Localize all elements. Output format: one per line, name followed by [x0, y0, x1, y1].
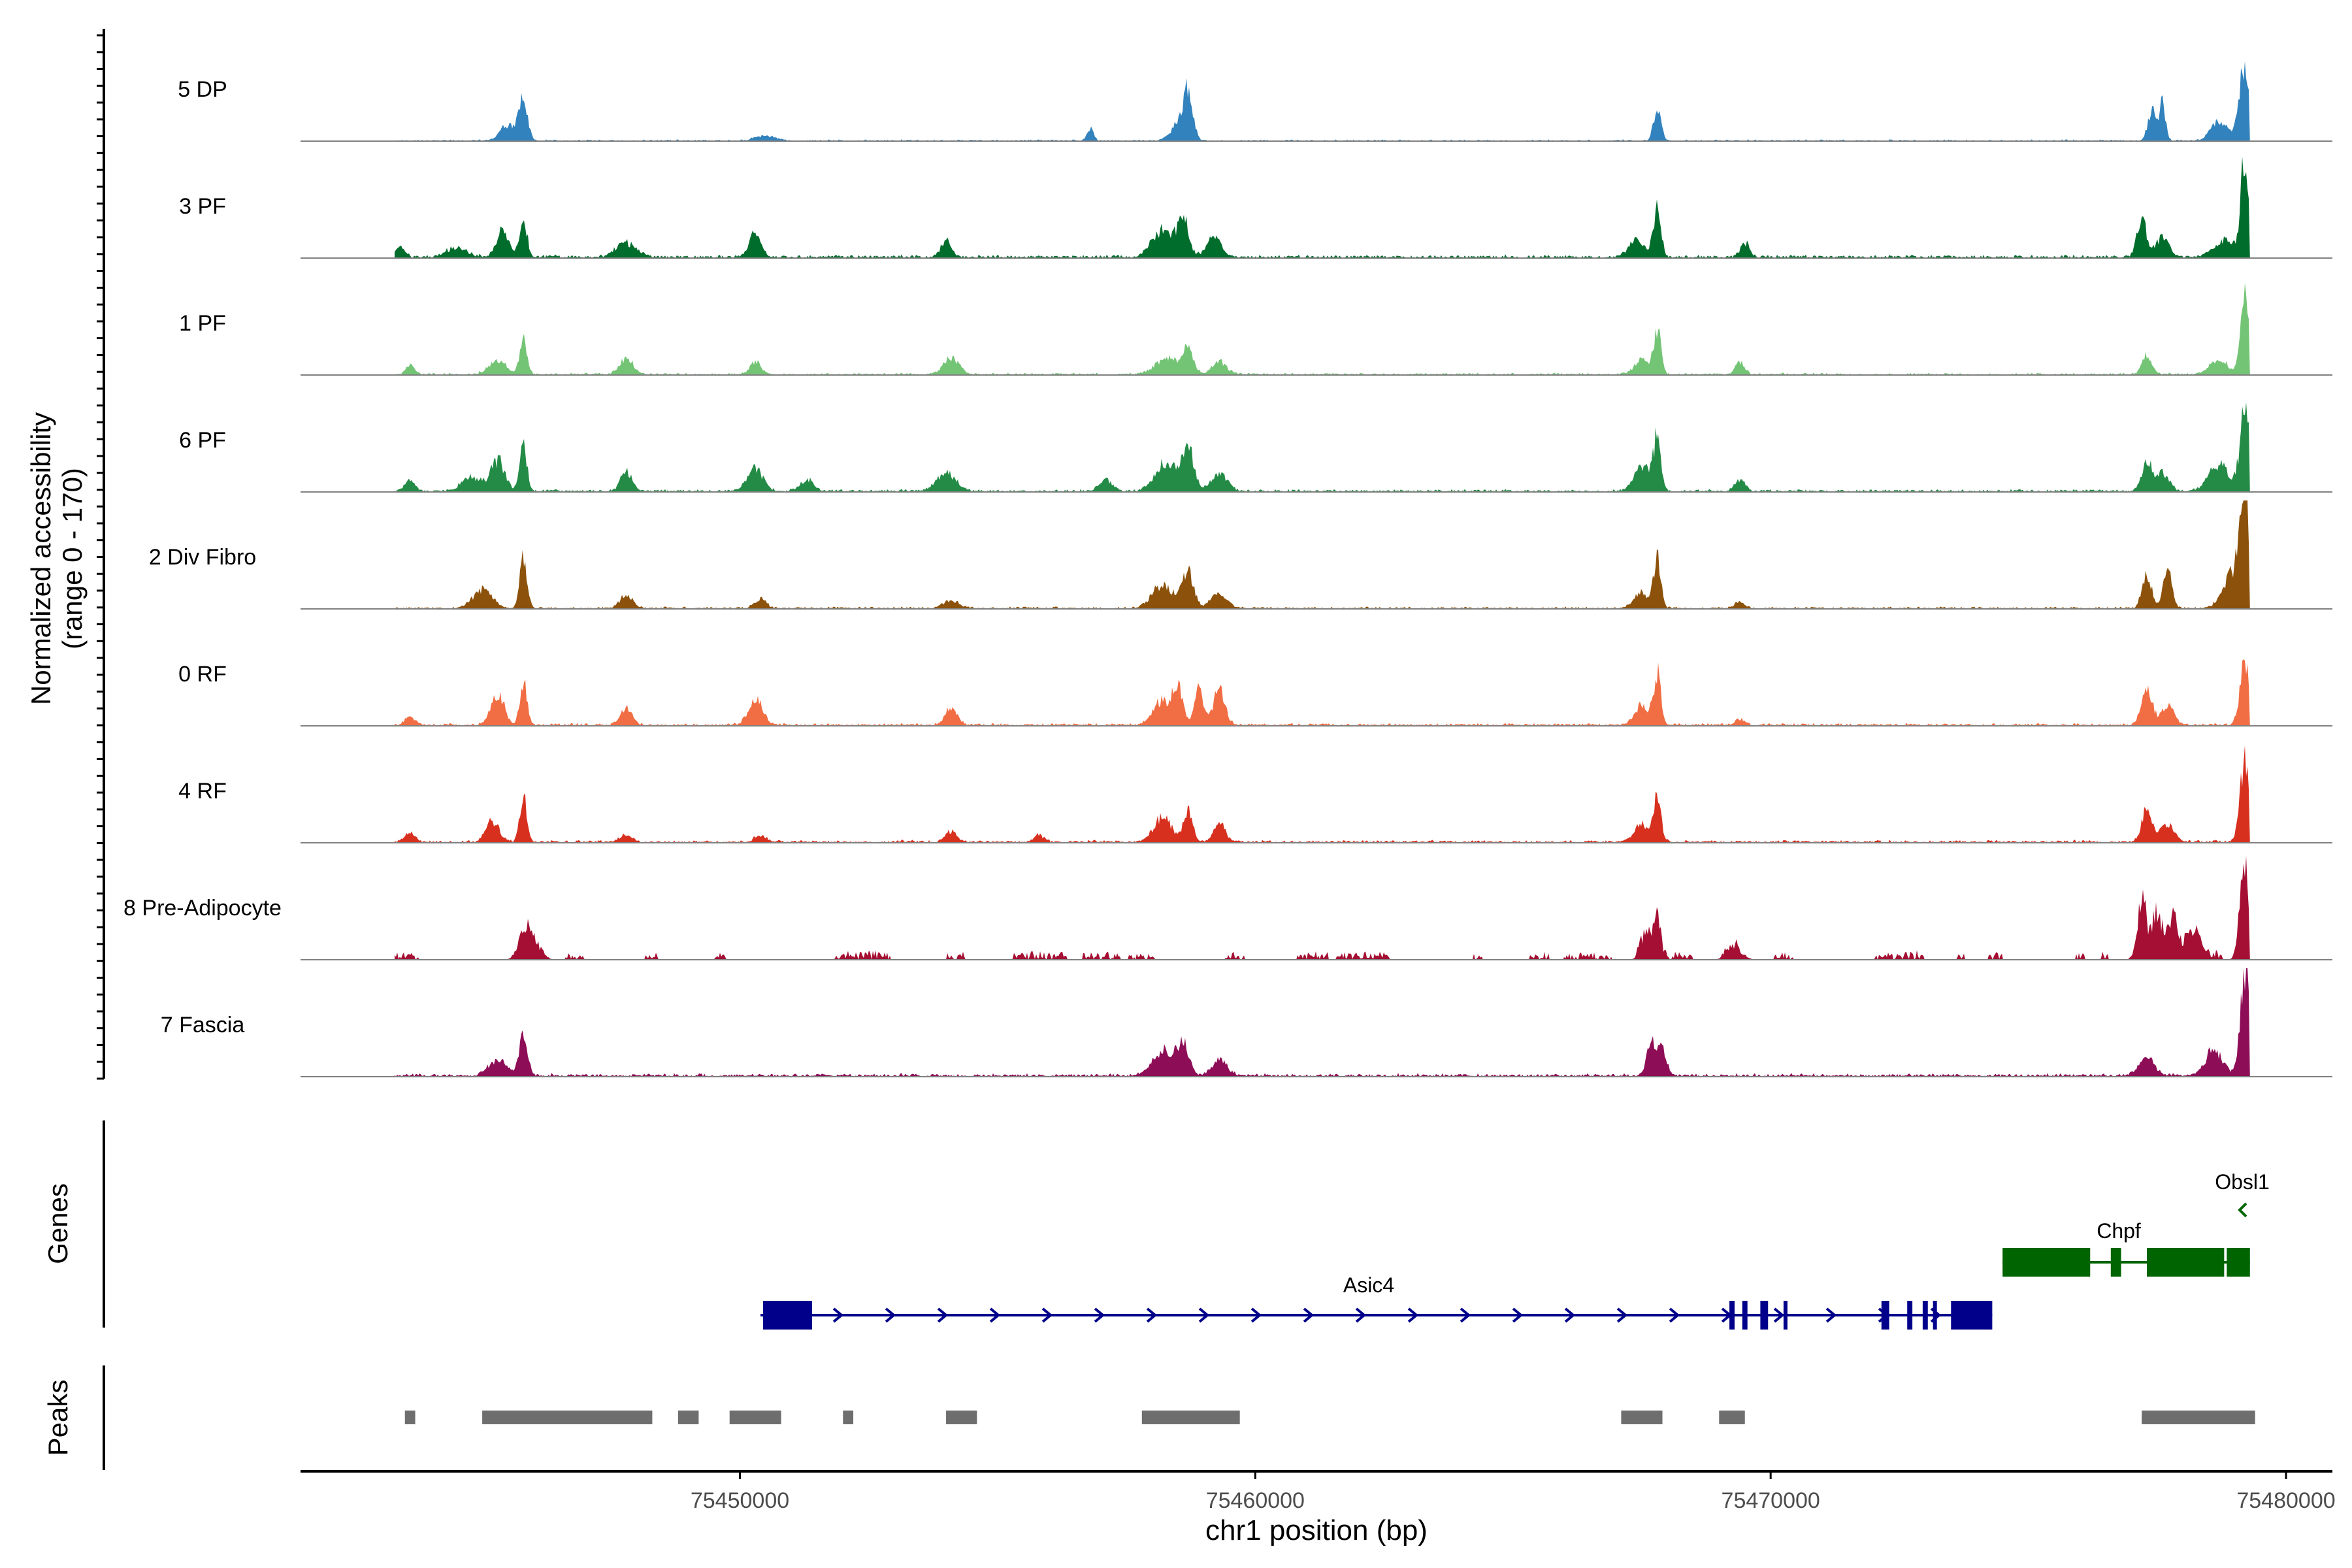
- coverage-area: [395, 856, 2250, 960]
- gene-exon: [1729, 1301, 1735, 1330]
- gene-exon: [1907, 1301, 1913, 1330]
- y-axis: [97, 29, 105, 1080]
- strand-arrow: [1355, 1307, 1367, 1323]
- strand-arrow: [1250, 1307, 1262, 1323]
- strand-arrow: [2238, 1202, 2247, 1218]
- gene-exon: [763, 1301, 812, 1330]
- peak-block: [1719, 1411, 1745, 1424]
- coverage-area: [395, 500, 2250, 609]
- peaks-panel-label: Peaks: [42, 1380, 73, 1456]
- x-tick-label: 75460000: [1206, 1488, 1305, 1513]
- strand-arrow: [1094, 1307, 1105, 1323]
- x-tick-label: 75470000: [1722, 1488, 1820, 1513]
- gene-exon: [1760, 1301, 1769, 1330]
- track-7-fascia: 7 Fascia: [161, 968, 2332, 1077]
- y-axis-label: Normalized accessibility: [25, 412, 56, 705]
- gene-label: Asic4: [1343, 1273, 1394, 1297]
- strand-arrow: [1773, 1307, 1785, 1323]
- peak-block: [2142, 1411, 2255, 1424]
- gene-exon: [1933, 1301, 1937, 1330]
- y-axis-range-label: (range 0 - 170): [57, 468, 88, 649]
- coverage-area: [395, 156, 2250, 258]
- track-4-rf: 4 RF: [178, 745, 2332, 843]
- track-5-dp: 5 DP: [178, 61, 2332, 142]
- strand-arrow: [1198, 1307, 1210, 1323]
- track-label: 1 PF: [179, 311, 226, 336]
- track-label: 2 Div Fibro: [149, 545, 256, 570]
- coverage-area: [395, 968, 2250, 1077]
- peak-block: [482, 1411, 653, 1424]
- track-1-pf: 1 PF: [179, 283, 2332, 376]
- gene-exon: [2110, 1248, 2121, 1277]
- strand-arrow: [1303, 1307, 1315, 1323]
- genes-panel-label: Genes: [42, 1183, 73, 1264]
- track-0-rf: 0 RF: [178, 659, 2332, 727]
- peak-block: [1141, 1411, 1240, 1424]
- gene-exon: [2147, 1248, 2225, 1277]
- track-label: 7 Fascia: [161, 1013, 245, 1037]
- gene-asic4: Asic4: [760, 1273, 1993, 1330]
- strand-arrow: [1146, 1307, 1158, 1323]
- strand-arrow: [937, 1307, 949, 1323]
- track-label: 0 RF: [178, 662, 227, 687]
- peak-blocks: [404, 1411, 2255, 1424]
- gene-exon: [1922, 1301, 1928, 1330]
- gene-label: Obsl1: [2215, 1170, 2270, 1194]
- gene-label: Chpf: [2097, 1219, 2141, 1243]
- x-tick-label: 75450000: [691, 1488, 789, 1513]
- gene-exon: [1742, 1301, 1748, 1330]
- peak-block: [946, 1411, 977, 1424]
- coverage-area: [395, 283, 2250, 375]
- strand-arrow: [1669, 1307, 1680, 1323]
- track-label: 8 Pre-Adipocyte: [123, 896, 282, 921]
- peaks-panel: Peaks: [42, 1365, 2255, 1470]
- peak-block: [678, 1411, 699, 1424]
- coverage-area: [395, 61, 2250, 141]
- track-label: 3 PF: [179, 194, 226, 219]
- strand-arrow: [885, 1307, 896, 1323]
- strand-arrow: [1407, 1307, 1419, 1323]
- peak-block: [729, 1411, 781, 1424]
- gene-exon: [1951, 1301, 1993, 1330]
- track-label: 4 RF: [178, 779, 227, 804]
- x-axis-label: chr1 position (bp): [1205, 1514, 1428, 1546]
- peak-block: [404, 1411, 416, 1424]
- peak-block: [843, 1411, 854, 1424]
- gene-exon: [2002, 1248, 2091, 1277]
- track-6-pf: 6 PF: [179, 402, 2332, 493]
- coverage-area: [395, 745, 2250, 843]
- x-ticks: 75450000 75460000 75470000 75480000: [691, 1471, 2336, 1513]
- strand-arrow: [1616, 1307, 1628, 1323]
- genes-panel: Genes Asic4 Chpf Obsl1: [42, 1120, 2270, 1330]
- track-label: 6 PF: [179, 428, 226, 453]
- gene-exon: [1881, 1301, 1889, 1330]
- track-3-pf: 3 PF: [179, 156, 2332, 259]
- coverage-tracks: 5 DP 3 PF 1 PF 6 PF 2 Div Fibro 0 RF 4 RF 8 Pre…: [123, 61, 2332, 1077]
- strand-arrow: [1512, 1307, 1524, 1323]
- strand-arrow: [989, 1307, 1001, 1323]
- strand-arrow: [1041, 1307, 1053, 1323]
- strand-arrow: [1564, 1307, 1576, 1323]
- strand-arrow: [1825, 1307, 1837, 1323]
- track-2-div-fibro: 2 Div Fibro: [149, 500, 2332, 610]
- x-tick-label: 75480000: [2236, 1488, 2335, 1513]
- gene-chpf: Chpf: [2002, 1219, 2250, 1277]
- gene-exon: [2227, 1248, 2250, 1277]
- coverage-area: [395, 659, 2250, 726]
- peak-block: [1621, 1411, 1663, 1424]
- strand-arrow: [1460, 1307, 1471, 1323]
- gene-exon: [1783, 1301, 1788, 1330]
- track-8-pre-adipocyte: 8 Pre-Adipocyte: [123, 856, 2332, 960]
- strand-arrow: [832, 1307, 844, 1323]
- gene-models: Asic4 Chpf Obsl1: [760, 1170, 2270, 1330]
- track-label: 5 DP: [178, 77, 227, 102]
- coverage-area: [395, 402, 2250, 492]
- x-axis: 75450000 75460000 75470000 75480000 chr1 po…: [301, 1470, 2336, 1546]
- gene-obsl1: Obsl1: [2215, 1170, 2270, 1218]
